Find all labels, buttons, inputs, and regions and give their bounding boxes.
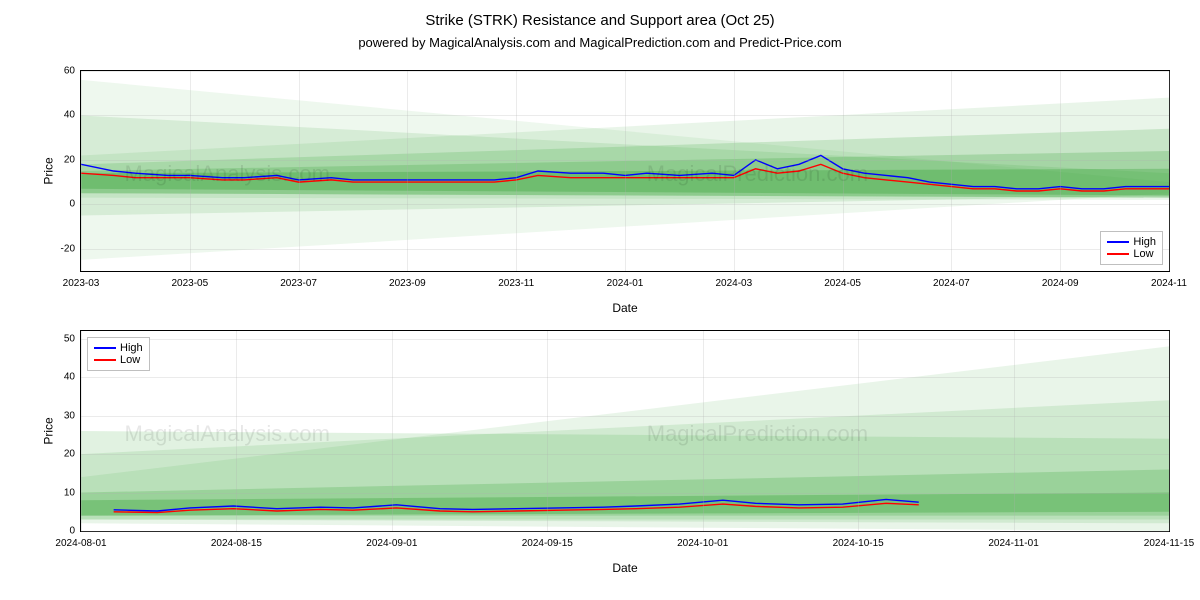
bottom-xlabel: Date: [612, 561, 637, 575]
chart-title: Strike (STRK) Resistance and Support are…: [0, 0, 1200, 29]
ytick-label: 30: [43, 410, 75, 421]
ytick-label: 20: [43, 154, 75, 165]
legend: HighLow: [1100, 231, 1163, 265]
legend-label: Low: [1133, 248, 1153, 260]
legend-swatch: [94, 359, 116, 361]
top-xlabel: Date: [612, 301, 637, 315]
legend-label: High: [120, 342, 143, 354]
xtick-label: 2024-01: [607, 278, 644, 289]
legend-label: High: [1133, 236, 1156, 248]
ytick-label: 0: [43, 199, 75, 210]
legend-swatch: [1107, 253, 1129, 255]
xtick-label: 2024-09-01: [366, 538, 417, 549]
xtick-label: 2024-11-15: [1144, 538, 1194, 549]
xtick-label: 2024-10-15: [833, 538, 884, 549]
xtick-label: 2024-11: [1151, 278, 1187, 289]
xtick-label: 2024-08-15: [211, 538, 262, 549]
ytick-label: -20: [43, 243, 75, 254]
xtick-label: 2023-03: [63, 278, 100, 289]
legend: HighLow: [87, 337, 150, 371]
xtick-label: 2024-09-15: [522, 538, 573, 549]
ytick-label: 40: [43, 110, 75, 121]
bottom-ylabel: Price: [42, 417, 56, 444]
ytick-label: 20: [43, 449, 75, 460]
xtick-label: 2024-09: [1042, 278, 1079, 289]
top-chart-panel: Price Date -2002040602023-032023-052023-…: [80, 70, 1170, 272]
xtick-label: 2024-05: [824, 278, 861, 289]
xtick-label: 2024-07: [933, 278, 970, 289]
xtick-label: 2024-11-01: [988, 538, 1038, 549]
legend-swatch: [1107, 241, 1129, 243]
chart-subtitle: powered by MagicalAnalysis.com and Magic…: [0, 29, 1200, 50]
xtick-label: 2023-07: [280, 278, 317, 289]
legend-label: Low: [120, 354, 140, 366]
ytick-label: 60: [43, 66, 75, 77]
xtick-label: 2024-03: [715, 278, 752, 289]
ytick-label: 50: [43, 333, 75, 344]
ytick-label: 0: [43, 526, 75, 537]
xtick-label: 2024-08-01: [55, 538, 106, 549]
ytick-label: 10: [43, 487, 75, 498]
xtick-label: 2023-11: [498, 278, 534, 289]
xtick-label: 2024-10-01: [677, 538, 728, 549]
xtick-label: 2023-05: [171, 278, 208, 289]
legend-swatch: [94, 347, 116, 349]
xtick-label: 2023-09: [389, 278, 426, 289]
ytick-label: 40: [43, 372, 75, 383]
bottom-chart-panel: Price Date 010203040502024-08-012024-08-…: [80, 330, 1170, 532]
